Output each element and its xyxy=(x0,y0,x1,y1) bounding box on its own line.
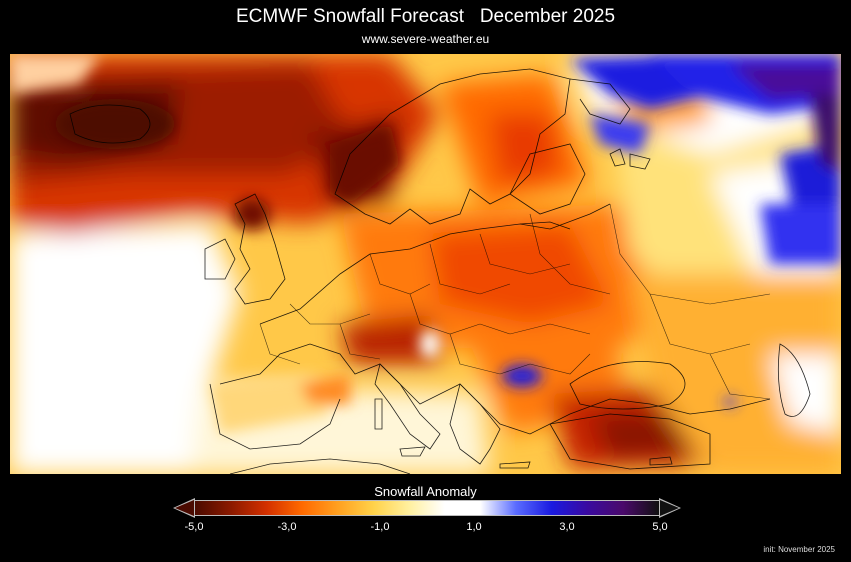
colorbar-tick: 3,0 xyxy=(559,521,575,533)
colorbar-tick: 1,0 xyxy=(466,521,482,533)
coastlines xyxy=(69,68,811,474)
colorbar-tick: -3,0 xyxy=(277,521,297,533)
colorbar xyxy=(194,500,660,516)
colorbar-tick: -1,0 xyxy=(370,521,390,533)
colorbar-tick: -5,0 xyxy=(184,521,204,533)
map-canvas xyxy=(10,54,841,474)
anomaly-map xyxy=(10,54,841,474)
colorbar-arrow-right xyxy=(660,500,679,516)
map-title: ECMWF Snowfall Forecast December 2025 xyxy=(235,6,616,27)
colorbar-arrow-left xyxy=(175,500,194,516)
colorbar-tick: 5,0 xyxy=(652,521,668,533)
website-credit: www.severe-weather.eu xyxy=(361,32,490,46)
anomaly-detail xyxy=(10,54,841,434)
legend-title: Snowfall Anomaly xyxy=(374,484,477,499)
borders xyxy=(259,203,771,400)
init-note: init: November 2025 xyxy=(763,545,835,554)
